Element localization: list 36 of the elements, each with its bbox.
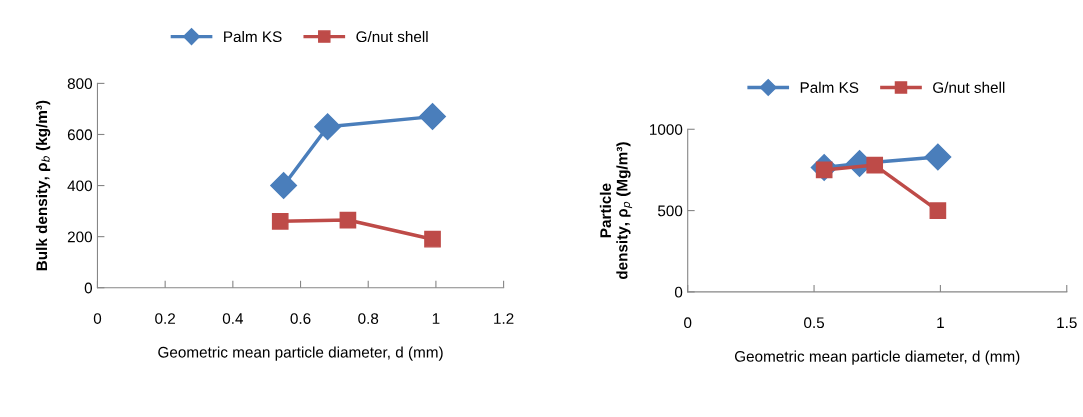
x-tick-label: 0.6	[290, 313, 311, 324]
point	[271, 212, 289, 230]
y-tick-label: 1000	[650, 124, 683, 135]
y-tick-label: 400	[67, 180, 93, 192]
point	[424, 230, 441, 248]
x-tick-label: 0.4	[222, 313, 244, 324]
x-tick-label: 0	[93, 313, 102, 324]
point	[929, 202, 947, 219]
y-tick-label: 800	[67, 78, 93, 90]
point	[339, 211, 357, 229]
legend-label: Palm KS	[800, 81, 859, 93]
y-tick-label: 200	[67, 231, 93, 243]
x-tick-label: 1	[937, 317, 944, 328]
x-tick-label: 1.2	[494, 313, 514, 324]
x-tick-label: 1	[432, 313, 440, 324]
y-tick-label: 600	[67, 129, 93, 141]
point	[314, 113, 342, 141]
point	[924, 143, 952, 171]
x-axis-title: Geometric mean particle diameter, d (mm)	[158, 346, 443, 361]
x-tick-label: 0.2	[155, 313, 176, 324]
y-axis-title: Bulk density, ρ$_{b}$ (kg/m³)	[35, 100, 51, 271]
x-tick-label: 0	[684, 317, 692, 329]
point	[419, 103, 446, 131]
y-axis-title: Particle density, ρ$_{p}$ (Mg/m³)	[599, 142, 633, 280]
legend-label: G/nut shell	[356, 30, 428, 43]
point	[866, 156, 884, 174]
y-tick-label: 0	[674, 286, 683, 298]
x-tick-label: 0.8	[358, 313, 379, 324]
legend-label: Palm KS	[224, 30, 282, 43]
x-axis-title: Geometric mean particle diameter, d (mm)	[734, 350, 1020, 365]
x-tick-label: 0.5	[804, 317, 825, 329]
y-tick-label: 0	[84, 282, 93, 294]
legend-label: G/nut shell	[933, 81, 1005, 93]
y-tick-label: 500	[657, 205, 683, 217]
x-tick-label: 1.5	[1057, 317, 1077, 329]
point	[270, 172, 298, 200]
